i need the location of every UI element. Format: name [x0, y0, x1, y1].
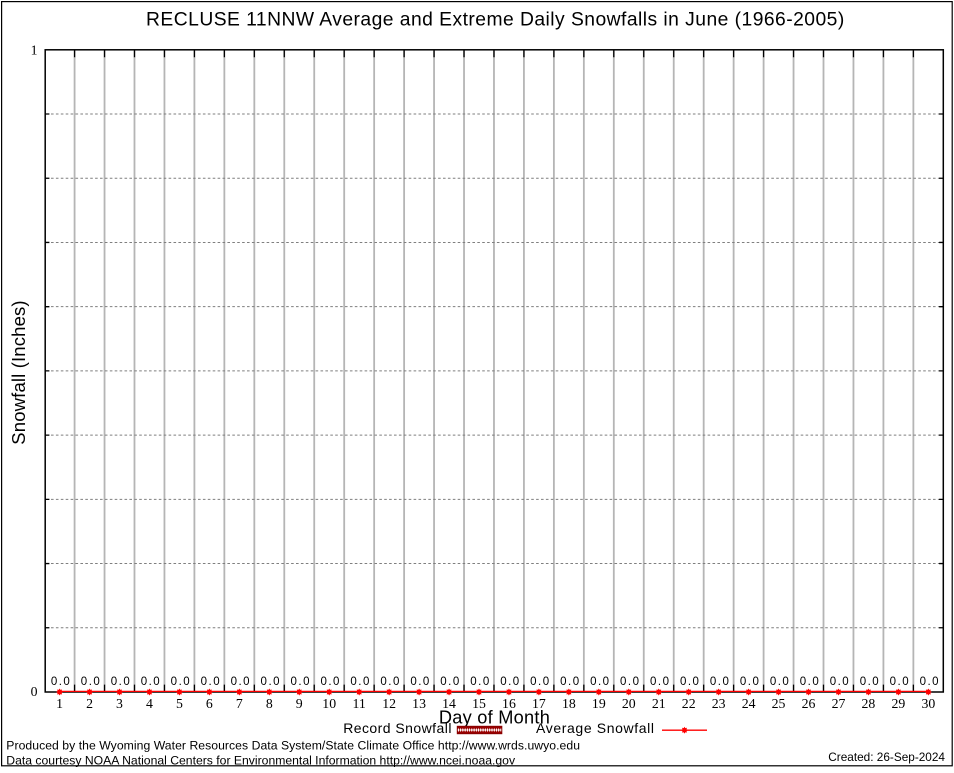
- svg-text:0.0: 0.0: [440, 676, 461, 688]
- svg-text:0.0: 0.0: [350, 676, 371, 688]
- svg-text:22: 22: [682, 696, 696, 711]
- svg-text:Created: 26-Sep-2024: Created: 26-Sep-2024: [828, 750, 945, 764]
- svg-text:2: 2: [86, 696, 93, 711]
- svg-text:23: 23: [712, 696, 726, 711]
- svg-text:0.0: 0.0: [320, 676, 341, 688]
- svg-text:0.0: 0.0: [51, 676, 72, 688]
- svg-text:18: 18: [562, 696, 576, 711]
- svg-text:0.0: 0.0: [111, 676, 132, 688]
- svg-text:Snowfall (Inches): Snowfall (Inches): [8, 300, 29, 444]
- svg-text:1: 1: [31, 42, 38, 57]
- svg-text:7: 7: [236, 696, 243, 711]
- svg-text:0.0: 0.0: [800, 676, 821, 688]
- svg-text:0.0: 0.0: [560, 676, 581, 688]
- svg-text:0.0: 0.0: [81, 676, 102, 688]
- svg-text:RECLUSE 11NNW Average and Extr: RECLUSE 11NNW Average and Extreme Daily …: [146, 9, 845, 30]
- svg-text:8: 8: [266, 696, 273, 711]
- svg-text:0.0: 0.0: [231, 676, 252, 688]
- svg-text:0.0: 0.0: [500, 676, 521, 688]
- svg-text:0.0: 0.0: [171, 676, 192, 688]
- svg-text:0.0: 0.0: [710, 676, 731, 688]
- svg-text:14: 14: [442, 696, 456, 711]
- svg-text:29: 29: [892, 696, 906, 711]
- svg-text:28: 28: [862, 696, 876, 711]
- svg-text:Data courtesy NOAA National Ce: Data courtesy NOAA National Centers for …: [6, 754, 516, 768]
- svg-text:21: 21: [652, 696, 666, 711]
- svg-text:1: 1: [56, 696, 63, 711]
- svg-text:0.0: 0.0: [590, 676, 611, 688]
- svg-text:Day of Month: Day of Month: [439, 707, 550, 727]
- svg-text:0: 0: [31, 684, 38, 699]
- svg-text:0.0: 0.0: [410, 676, 431, 688]
- svg-text:0.0: 0.0: [291, 676, 312, 688]
- svg-text:9: 9: [296, 696, 303, 711]
- svg-text:6: 6: [206, 696, 213, 711]
- svg-text:13: 13: [412, 696, 426, 711]
- svg-text:0.0: 0.0: [740, 676, 761, 688]
- svg-text:Average Snowfall: Average Snowfall: [536, 720, 655, 736]
- svg-text:Produced by the Wyoming Water: Produced by the Wyoming Water Resources …: [6, 738, 580, 752]
- svg-text:0.0: 0.0: [470, 676, 491, 688]
- svg-text:0.0: 0.0: [890, 676, 911, 688]
- svg-text:0.0: 0.0: [261, 676, 282, 688]
- svg-text:4: 4: [146, 696, 153, 711]
- svg-text:15: 15: [472, 696, 486, 711]
- svg-text:0.0: 0.0: [650, 676, 671, 688]
- svg-text:26: 26: [802, 696, 816, 711]
- svg-text:0.0: 0.0: [920, 676, 941, 688]
- svg-text:30: 30: [921, 696, 935, 711]
- svg-text:0.0: 0.0: [830, 676, 851, 688]
- svg-text:27: 27: [832, 696, 846, 711]
- svg-text:0.0: 0.0: [620, 676, 641, 688]
- svg-text:5: 5: [176, 696, 183, 711]
- svg-text:0.0: 0.0: [141, 676, 162, 688]
- svg-text:3: 3: [116, 696, 123, 711]
- svg-text:0.0: 0.0: [201, 676, 222, 688]
- svg-text:0.0: 0.0: [770, 676, 791, 688]
- svg-text:12: 12: [382, 696, 396, 711]
- svg-text:11: 11: [353, 696, 366, 711]
- svg-text:20: 20: [622, 696, 636, 711]
- svg-text:0.0: 0.0: [860, 676, 881, 688]
- svg-text:Record Snowfall: Record Snowfall: [343, 720, 452, 736]
- svg-text:10: 10: [322, 696, 336, 711]
- svg-text:25: 25: [772, 696, 786, 711]
- svg-text:17: 17: [532, 696, 546, 711]
- svg-text:0.0: 0.0: [530, 676, 551, 688]
- svg-text:24: 24: [742, 696, 756, 711]
- svg-text:16: 16: [502, 696, 516, 711]
- svg-text:19: 19: [592, 696, 606, 711]
- svg-text:0.0: 0.0: [380, 676, 401, 688]
- svg-text:0.0: 0.0: [680, 676, 701, 688]
